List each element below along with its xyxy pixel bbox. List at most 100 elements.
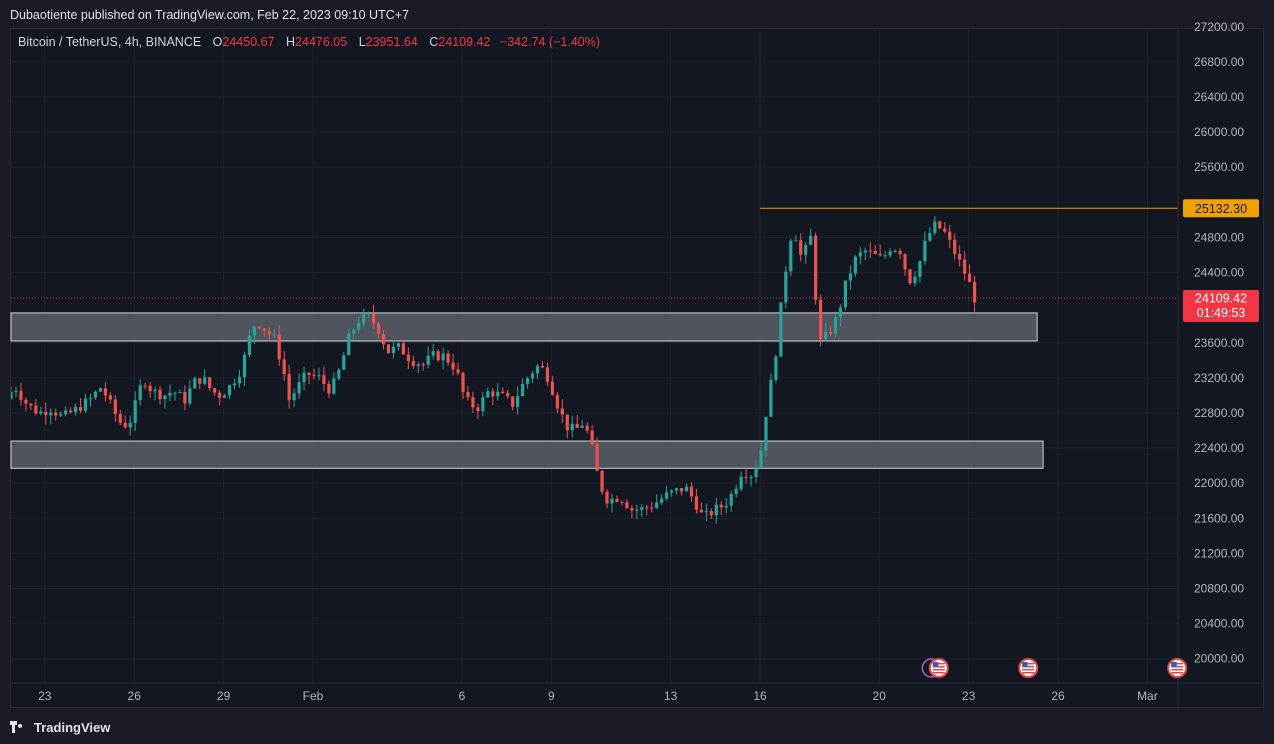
candle-body (848, 273, 852, 281)
candle-body (565, 414, 569, 431)
candle-body (14, 390, 18, 393)
candle-body (665, 492, 669, 499)
candle-body (401, 343, 405, 355)
candle-body (953, 239, 957, 255)
candle-body (868, 250, 872, 252)
candle-body (476, 407, 480, 412)
flag-stripe (932, 669, 945, 671)
candle-body (535, 365, 540, 374)
candle-body (530, 373, 535, 379)
footer-brand[interactable]: TradingView (10, 716, 110, 738)
candle-body (64, 410, 68, 415)
price-tick-label: 21600.00 (1194, 511, 1244, 525)
candle-body (938, 221, 942, 229)
candle-body (461, 372, 465, 393)
candle-body (381, 333, 386, 345)
candle-body (98, 388, 103, 392)
candle-body (789, 240, 793, 272)
flag-stripe (932, 663, 945, 665)
candle-body (684, 486, 689, 492)
flag-stripe (1022, 663, 1035, 665)
support-zone-2[interactable] (10, 440, 1044, 469)
candle-body (784, 271, 788, 303)
candle-body (362, 314, 366, 324)
candle-body (168, 392, 172, 396)
tradingview-logo-icon (10, 721, 28, 733)
flag-stripe (1022, 669, 1035, 671)
candle-body (193, 378, 197, 389)
candle-body (818, 299, 823, 340)
candle-body (520, 383, 525, 397)
candle-body (814, 235, 818, 300)
candle-body (799, 240, 803, 255)
candle-body (828, 331, 833, 334)
flag-stripe (1022, 666, 1035, 668)
flag-canton (1022, 662, 1028, 667)
candle-body (222, 395, 227, 398)
candle-body (218, 392, 222, 398)
flag-stripe (1171, 663, 1184, 665)
candle-body (669, 490, 674, 493)
candle-body (739, 476, 743, 489)
low-value: 23951.64 (365, 35, 418, 49)
price-tick-label: 20000.00 (1194, 652, 1244, 666)
brand-name: TradingView (34, 719, 111, 735)
candle-body (178, 391, 182, 393)
candle-body (694, 496, 699, 510)
candle-body (128, 422, 132, 428)
chart-panel[interactable] (10, 28, 1264, 708)
candle-body (595, 444, 599, 472)
support-zone-1[interactable] (10, 312, 1038, 342)
candle-body (227, 385, 232, 396)
us-flag-icon[interactable] (928, 658, 949, 678)
candle-body (615, 498, 619, 502)
candle-body (163, 395, 167, 400)
candle-body (496, 391, 500, 397)
candle-body (367, 313, 371, 315)
candle-body (113, 399, 117, 414)
candle-body (605, 491, 609, 504)
us-flag-icon[interactable] (1018, 658, 1039, 678)
candle-body (625, 502, 629, 509)
candle-body (292, 393, 296, 401)
time-tick-label: 13 (664, 689, 678, 703)
candle-body (262, 328, 266, 331)
us-flag-icon[interactable] (1167, 658, 1188, 678)
candle-body (550, 381, 554, 395)
candle-body (903, 254, 907, 270)
candle-body (322, 375, 326, 384)
candle-body (804, 244, 808, 255)
candle-body (943, 228, 947, 232)
candle-body (744, 476, 748, 478)
flag-stripe (932, 666, 945, 668)
candle-body (118, 413, 122, 423)
candle-body (948, 231, 952, 240)
candle-body (734, 488, 738, 494)
candle-body (421, 364, 425, 366)
candle-body (158, 389, 162, 400)
candle-body (282, 359, 286, 375)
candle-body (396, 343, 401, 347)
high-value: 24476.05 (295, 35, 348, 49)
candle-body (704, 511, 708, 513)
candle-body (555, 394, 559, 409)
candle-body (19, 390, 23, 400)
candle-body (426, 355, 430, 365)
time-tick-label: 16 (753, 689, 767, 703)
candle-body (893, 250, 897, 252)
candle-body (933, 221, 937, 234)
candle-body (620, 501, 624, 503)
candle-body (431, 351, 435, 356)
flag-stripe (1171, 672, 1184, 674)
candle-body (655, 502, 659, 509)
candle-body (699, 509, 703, 513)
candle-body (371, 313, 376, 324)
candle-body (764, 416, 768, 451)
candle-body (719, 504, 723, 508)
candle-body (148, 385, 152, 392)
candle-body (858, 252, 862, 257)
candle-body (411, 360, 415, 367)
candle-body (446, 353, 450, 363)
published-header: Dubaotiente published on TradingView.com… (10, 8, 409, 22)
